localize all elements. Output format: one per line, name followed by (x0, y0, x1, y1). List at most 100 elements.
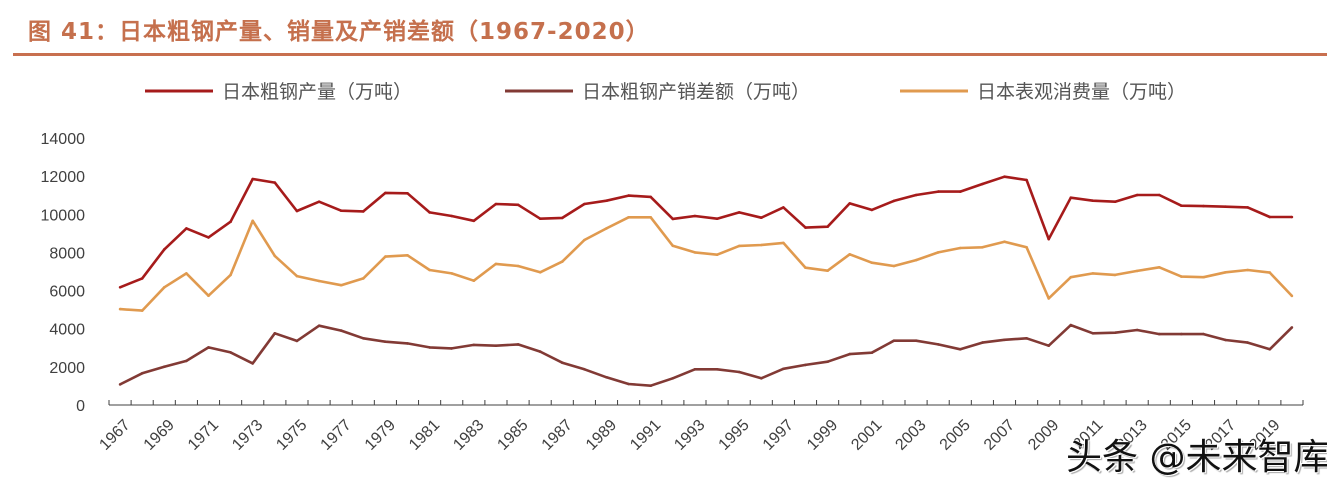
data-point-production (428, 211, 431, 214)
data-point-production (583, 202, 586, 206)
data-point-difference (1202, 332, 1205, 336)
data-point-difference (561, 361, 564, 365)
data-point-consumption (1202, 275, 1205, 279)
data-point-production (118, 286, 122, 289)
data-point-consumption (671, 244, 675, 248)
data-point-difference (1003, 338, 1006, 342)
data-point-difference (516, 343, 520, 346)
data-point-consumption (1069, 275, 1073, 279)
legend-label-difference: 日本粗钢产销差额（万吨） (582, 81, 810, 103)
data-point-consumption (140, 309, 144, 312)
data-point-consumption (914, 258, 918, 262)
data-point-difference (472, 343, 476, 347)
data-point-production (1180, 204, 1183, 207)
data-point-difference (1246, 341, 1249, 344)
data-point-difference (1113, 331, 1117, 335)
data-point-consumption (273, 254, 277, 258)
data-point-difference (959, 348, 962, 351)
data-point-consumption (936, 251, 940, 254)
x-tick-label: 1977 (318, 417, 355, 454)
y-tick-label: 2000 (49, 360, 85, 377)
data-point-production (561, 216, 564, 220)
data-point-production (140, 277, 144, 280)
data-point-consumption (339, 283, 343, 287)
data-point-consumption (959, 246, 962, 250)
data-point-consumption (538, 271, 542, 274)
y-tick-label: 14000 (41, 131, 86, 148)
data-point-consumption (1113, 273, 1117, 277)
data-point-consumption (1268, 271, 1272, 274)
data-point-difference (715, 368, 719, 371)
data-point-production (406, 192, 409, 195)
data-point-difference (317, 324, 321, 328)
x-tick-label: 1993 (671, 417, 708, 454)
x-tick-label: 1991 (627, 417, 664, 454)
data-point-difference (1180, 332, 1183, 336)
data-point-consumption (649, 216, 652, 219)
data-point-production (229, 220, 232, 223)
x-tick-label: 2003 (892, 417, 929, 454)
data-point-production (185, 227, 188, 230)
data-point-difference (273, 332, 277, 335)
data-point-production (605, 199, 608, 202)
data-point-consumption (561, 260, 564, 263)
data-point-consumption (384, 255, 387, 258)
data-point-production (715, 217, 719, 220)
legend-label-production: 日本粗钢产量（万吨） (222, 81, 412, 103)
data-point-difference (1290, 326, 1294, 329)
data-point-consumption (804, 266, 807, 270)
data-point-difference (737, 370, 741, 374)
data-point-production (959, 190, 962, 193)
series-group (118, 175, 1294, 388)
data-point-consumption (118, 307, 122, 311)
data-point-difference (1135, 328, 1139, 332)
data-point-production (737, 211, 741, 214)
data-point-consumption (295, 274, 299, 278)
data-point-consumption (870, 261, 874, 265)
data-point-consumption (1246, 268, 1249, 272)
data-point-production (1246, 206, 1249, 209)
data-point-consumption (1025, 246, 1028, 249)
y-tick-label: 12000 (41, 169, 86, 186)
data-point-difference (428, 346, 431, 349)
data-point-consumption (472, 279, 476, 283)
data-point-production (1003, 175, 1006, 178)
data-point-consumption (826, 269, 829, 273)
x-tick-label: 2009 (1025, 417, 1062, 454)
data-point-consumption (251, 219, 254, 223)
data-point-production (163, 248, 166, 251)
x-tick-label: 1975 (273, 417, 310, 454)
x-tick-label: 1987 (539, 417, 576, 454)
data-point-production (450, 214, 454, 218)
data-point-consumption (362, 277, 365, 280)
data-point-production (914, 193, 918, 197)
data-point-production (1135, 193, 1139, 197)
data-point-consumption (185, 272, 188, 275)
series-line-difference (119, 323, 1293, 388)
data-point-production (494, 202, 498, 206)
data-point-difference (1047, 344, 1050, 348)
data-point-consumption (1003, 240, 1006, 243)
data-point-consumption (605, 227, 608, 230)
data-point-difference (936, 343, 940, 346)
data-point-consumption (1224, 271, 1227, 274)
data-point-difference (804, 363, 807, 367)
x-tick-label: 2005 (937, 417, 974, 454)
data-point-difference (782, 367, 785, 371)
data-point-consumption (207, 294, 210, 298)
data-point-difference (627, 382, 630, 386)
data-point-production (339, 209, 343, 212)
data-point-consumption (450, 272, 454, 275)
data-point-production (936, 190, 940, 193)
data-point-difference (163, 365, 166, 369)
data-point-difference (605, 376, 608, 379)
data-point-difference (1268, 348, 1272, 351)
x-tick-label: 1985 (494, 417, 531, 454)
data-point-production (1268, 215, 1272, 219)
data-point-consumption (782, 241, 785, 245)
x-tick-label: 1999 (804, 417, 841, 454)
data-point-difference (870, 351, 874, 355)
data-point-production (251, 177, 254, 181)
x-tick-label: 1979 (362, 417, 399, 454)
data-point-production (804, 226, 807, 229)
